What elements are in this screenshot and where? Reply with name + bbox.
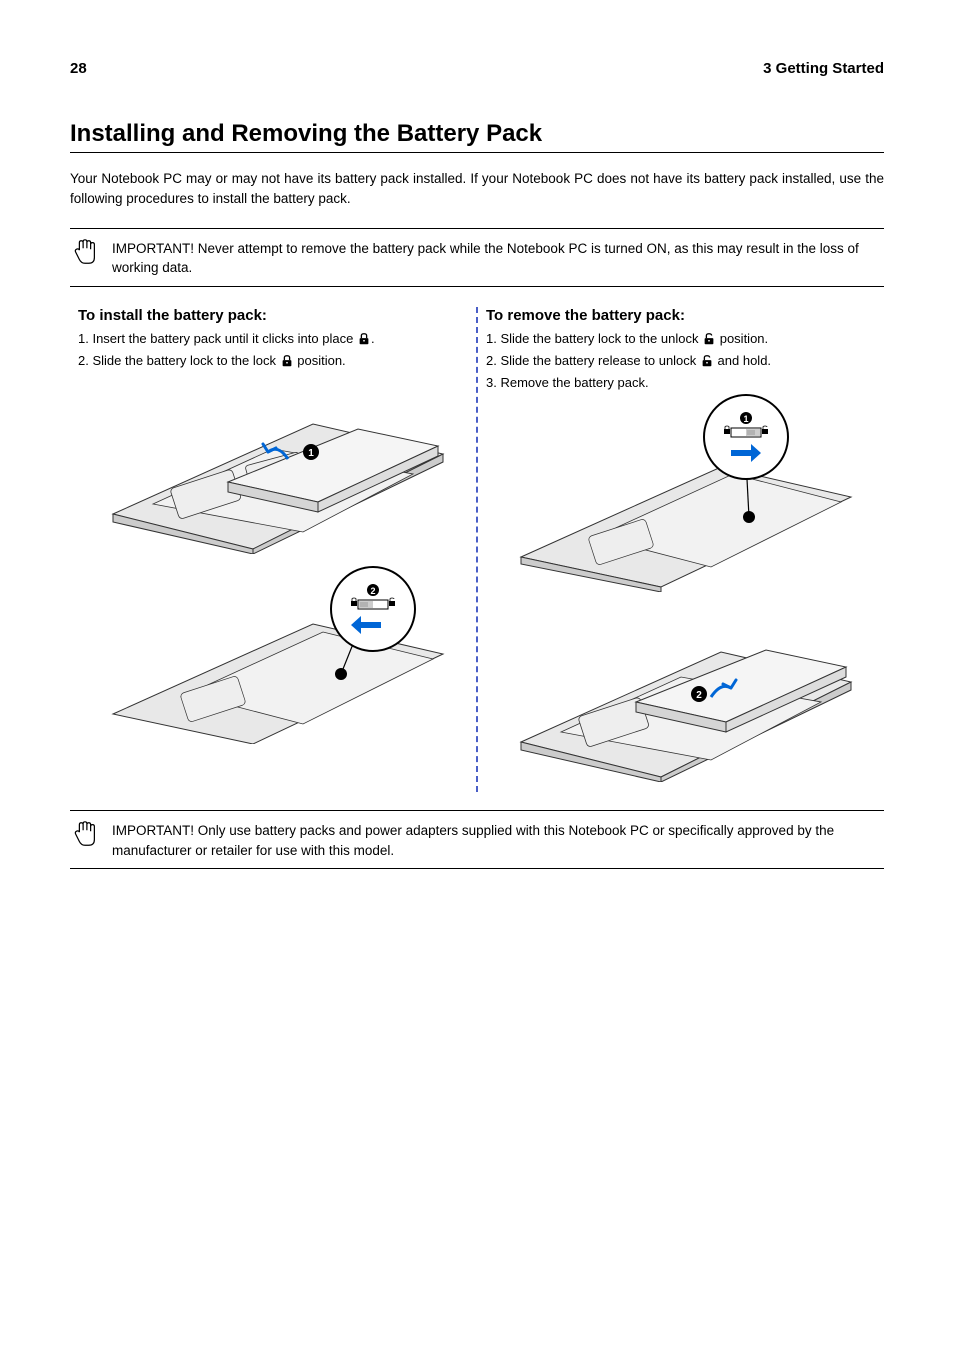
lock-icon	[280, 354, 294, 368]
remove-illustration-2: 2	[486, 602, 876, 782]
remove-step1-text: 1. Slide the battery lock to the unlock	[486, 331, 698, 346]
svg-text:2: 2	[696, 690, 702, 701]
remove-step-2: 2. Slide the battery release to unlock a…	[486, 352, 876, 370]
intro-paragraph: Your Notebook PC may or may not have its…	[70, 169, 884, 210]
install-step1-text: 1. Insert the battery pack until it clic…	[78, 331, 353, 346]
lock-icon	[357, 332, 371, 346]
remove-step2-text: 2. Slide the battery release to unlock	[486, 353, 696, 368]
install-step2-suffix: position.	[297, 353, 345, 368]
install-heading: To install the battery pack:	[78, 307, 468, 324]
install-illustration-2: 2	[78, 564, 468, 744]
caution-text-bottom: IMPORTANT! Only use battery packs and po…	[112, 819, 884, 860]
caution-block-top: IMPORTANT! Never attempt to remove the b…	[70, 228, 884, 287]
caution-text-top: IMPORTANT! Never attempt to remove the b…	[112, 237, 884, 278]
remove-column: To remove the battery pack: 1. Slide the…	[478, 307, 884, 793]
install-step-2: 2. Slide the battery lock to the lock po…	[78, 352, 468, 370]
install-step-1: 1. Insert the battery pack until it clic…	[78, 330, 468, 348]
hand-icon	[70, 237, 100, 267]
unlock-icon	[700, 354, 714, 368]
install-column: To install the battery pack: 1. Insert t…	[70, 307, 478, 793]
caution-block-bottom: IMPORTANT! Only use battery packs and po…	[70, 810, 884, 869]
remove-step-3: 3. Remove the battery pack.	[486, 374, 876, 392]
remove-step1-suffix: position.	[720, 331, 768, 346]
svg-text:1: 1	[743, 414, 748, 424]
remove-step-1: 1. Slide the battery lock to the unlock …	[486, 330, 876, 348]
svg-text:1: 1	[308, 448, 314, 459]
remove-illustration-1: 1	[486, 392, 876, 592]
remove-step2-suffix: and hold.	[718, 353, 772, 368]
diagram-row: To install the battery pack: 1. Insert t…	[70, 307, 884, 793]
page-number: 28	[70, 60, 87, 77]
section-title: Installing and Removing the Battery Pack	[70, 120, 884, 153]
hand-icon	[70, 819, 100, 849]
remove-heading: To remove the battery pack:	[486, 307, 876, 324]
install-illustration-1: 1	[78, 374, 468, 554]
chapter-header: 3 Getting Started	[763, 60, 884, 77]
install-step2-text: 2. Slide the battery lock to the lock	[78, 353, 276, 368]
unlock-icon	[702, 332, 716, 346]
svg-text:2: 2	[370, 586, 375, 596]
